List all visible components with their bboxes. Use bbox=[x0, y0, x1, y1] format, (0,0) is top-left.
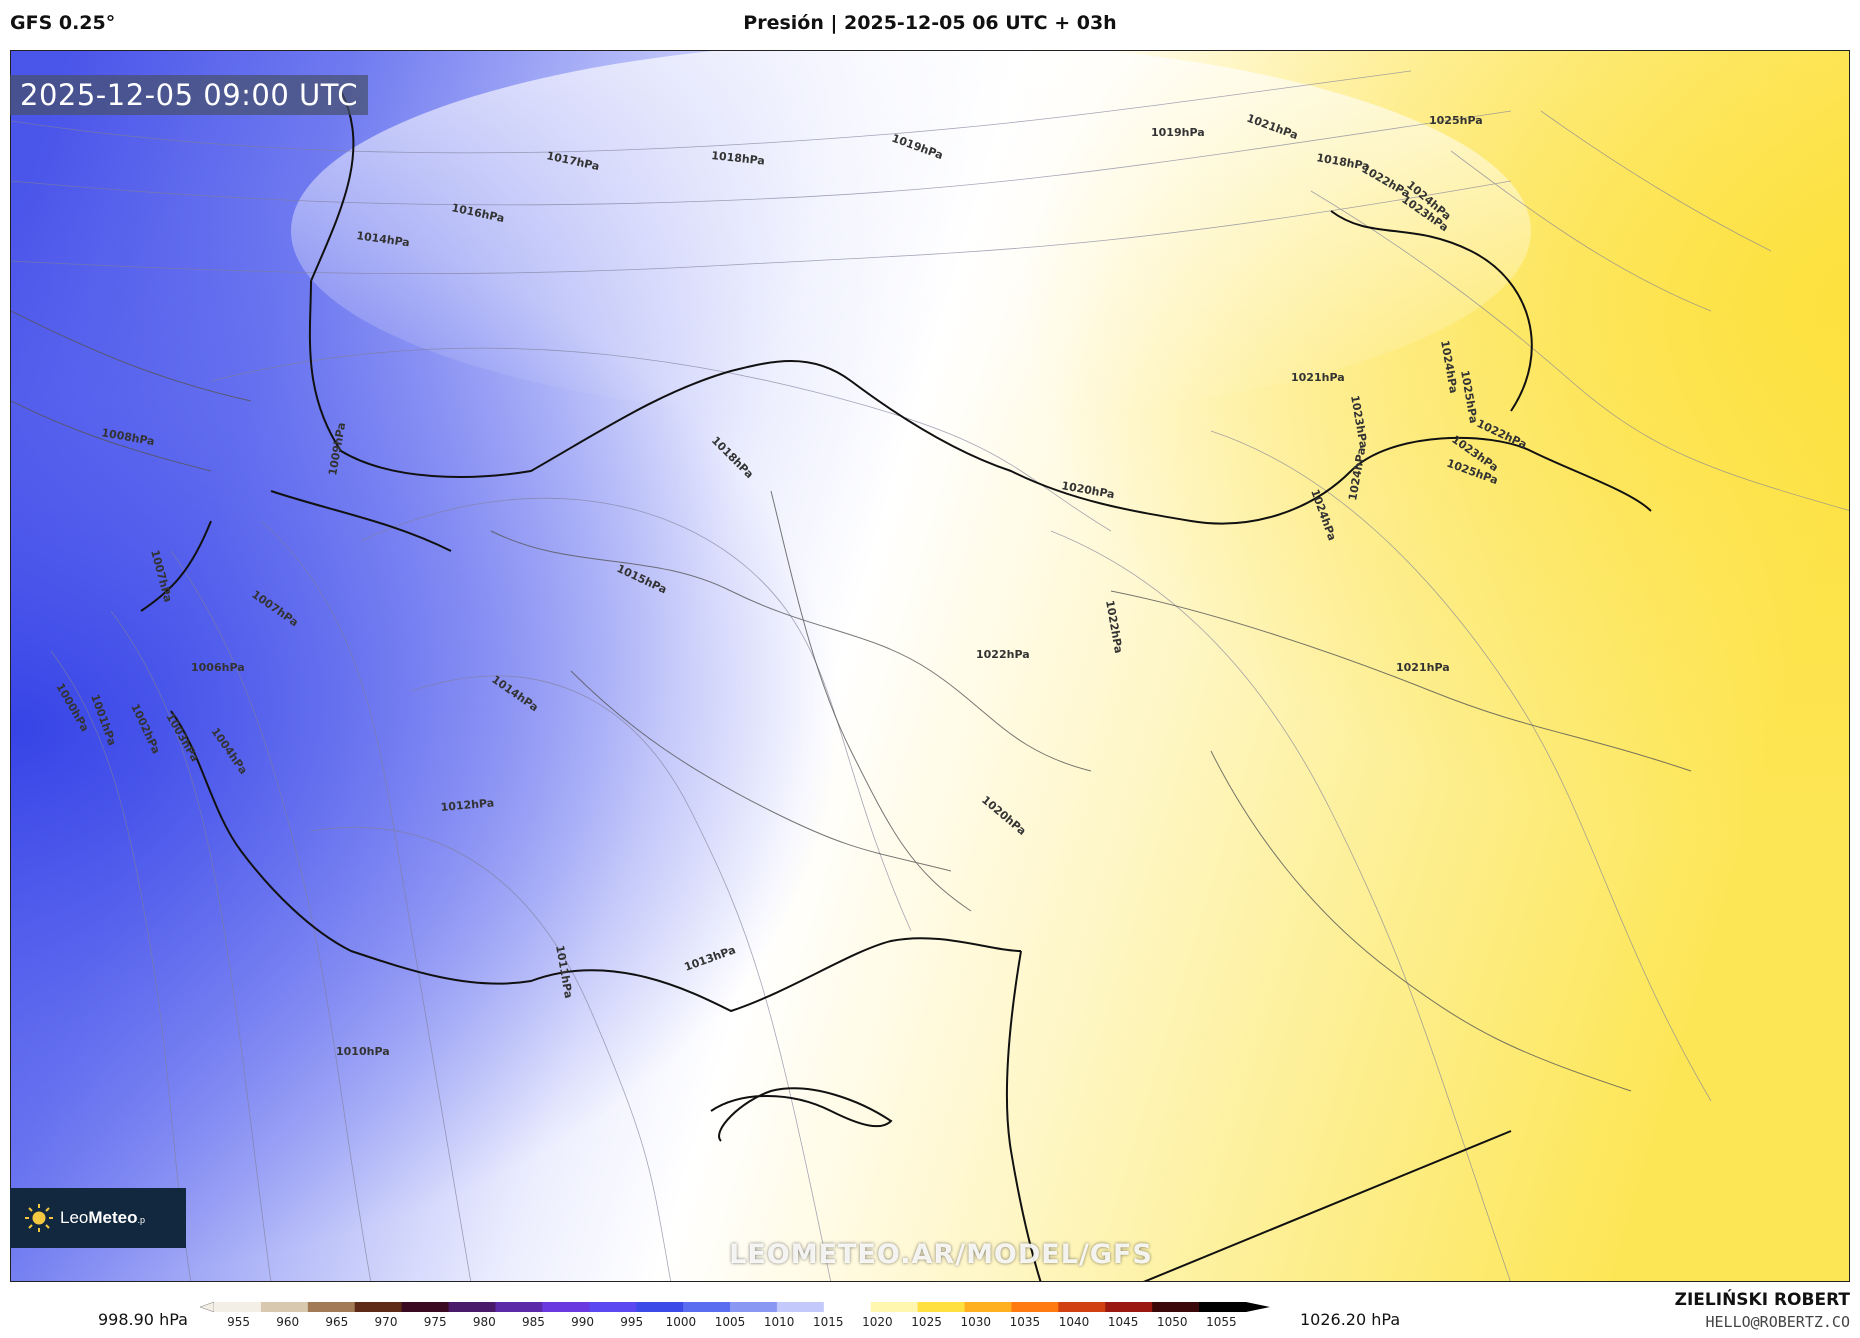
model-label: GFS 0.25° bbox=[10, 12, 116, 34]
colorbar-max-label: 1026.20 hPa bbox=[1300, 1310, 1401, 1329]
colorbar-cell bbox=[636, 1302, 684, 1312]
colorbar-tick-label: 1020 bbox=[862, 1315, 893, 1329]
colorbar-cell bbox=[776, 1302, 825, 1312]
colorbar-cell bbox=[917, 1302, 966, 1312]
chart-title: Presión | 2025-12-05 06 UTC + 03h bbox=[743, 12, 1117, 34]
pressure-map[interactable]: 1016hPa 1017hPa 1018hPa 1019hPa 1014hPa 1021h… bbox=[10, 50, 1850, 1282]
credit-name: ZIELIŃSKI ROBERT bbox=[1674, 1290, 1850, 1310]
colorbar-tick-label: 970 bbox=[375, 1315, 398, 1329]
colorbar-cell bbox=[730, 1302, 778, 1312]
colorbar-cell bbox=[307, 1302, 356, 1312]
isobar-label: 1018hPa bbox=[711, 149, 766, 168]
colorbar-tick-label: 1055 bbox=[1206, 1315, 1237, 1329]
colorbar-tick-label: 955 bbox=[227, 1315, 250, 1329]
colorbar-tick-label: 985 bbox=[522, 1315, 545, 1329]
isobars bbox=[11, 70, 1849, 1281]
colorbar-cell bbox=[870, 1302, 919, 1312]
isobar-label: 1025hPa bbox=[1429, 114, 1483, 127]
colorbar-cell bbox=[1058, 1302, 1106, 1312]
watermark: LEOMETEO.AR/MODEL/GFS bbox=[729, 1239, 1153, 1270]
colorbar-tick-label: 1030 bbox=[960, 1315, 991, 1329]
isobar-label: 1021hPa bbox=[1396, 661, 1450, 674]
isobar-label: 1019hPa bbox=[1151, 126, 1205, 139]
colorbar-cell bbox=[448, 1302, 497, 1312]
colorbar-cell bbox=[354, 1302, 403, 1312]
colorbar-cell bbox=[401, 1302, 450, 1312]
isobar-label: 1006hPa bbox=[191, 661, 245, 674]
colorbar-tick-label: 1050 bbox=[1157, 1315, 1188, 1329]
colorbar-cell bbox=[683, 1302, 731, 1312]
colorbar-tick-label: 960 bbox=[276, 1315, 299, 1329]
colorbar-cell bbox=[542, 1302, 590, 1312]
colorbar-tick-label: 995 bbox=[620, 1315, 643, 1329]
colorbar-tick-label: 1035 bbox=[1010, 1315, 1041, 1329]
isobar-label: 1010hPa bbox=[336, 1045, 390, 1058]
colorbar-tick-label: 1010 bbox=[764, 1315, 795, 1329]
colorbar-cell bbox=[964, 1302, 1013, 1312]
isobar-label: 1022hPa bbox=[976, 648, 1030, 661]
colorbar-min-arrow bbox=[199, 1301, 215, 1313]
coastlines bbox=[140, 90, 1652, 1281]
isobar-label: 1012hPa bbox=[440, 796, 495, 814]
colorbar-cell bbox=[589, 1302, 637, 1312]
isobar-label: 1021hPa bbox=[1291, 371, 1345, 384]
colorbar: 955 960 965 970 975 980 985 990 995 1000 1005 1010 1… bbox=[199, 1301, 1270, 1329]
colorbar-tick-label: 980 bbox=[473, 1315, 496, 1329]
colorbar-tick-label: 1005 bbox=[715, 1315, 746, 1329]
admin-borders bbox=[11, 310, 1692, 1092]
colorbar-tick-label: 990 bbox=[571, 1315, 594, 1329]
credit-email[interactable]: HELLO@ROBERTZ.CO bbox=[1705, 1313, 1851, 1331]
colorbar-cell bbox=[495, 1302, 543, 1312]
colorbar-tick-label: 965 bbox=[325, 1315, 348, 1329]
black-sea-highlight bbox=[291, 51, 1531, 421]
colorbar-cell bbox=[823, 1302, 872, 1312]
colorbar-tick-label: 975 bbox=[424, 1315, 447, 1329]
colorbar-tick-label: 1015 bbox=[813, 1315, 844, 1329]
colorbar-cell bbox=[260, 1302, 309, 1312]
colorbar-cell bbox=[214, 1302, 262, 1312]
colorbar-cell bbox=[1105, 1302, 1153, 1312]
leometeo-logo[interactable]: LeoMeteo.p bbox=[10, 1188, 186, 1248]
colorbar-tick-label: 1000 bbox=[666, 1315, 697, 1329]
sun-icon bbox=[25, 1204, 53, 1232]
colorbar-cell bbox=[1011, 1302, 1059, 1312]
logo-text: LeoMeteo.p bbox=[60, 1208, 146, 1227]
colorbar-tick-label: 1025 bbox=[911, 1315, 942, 1329]
colorbar-max-arrow bbox=[1246, 1302, 1270, 1312]
colorbar-tick-label: 1040 bbox=[1059, 1315, 1090, 1329]
colorbar-cell bbox=[1152, 1302, 1200, 1312]
colorbar-min-label: 998.90 hPa bbox=[98, 1310, 188, 1329]
colorbar-cell bbox=[1199, 1302, 1247, 1312]
valid-time-badge: 2025-12-05 09:00 UTC bbox=[10, 75, 369, 115]
colorbar-tick-label: 1045 bbox=[1108, 1315, 1139, 1329]
